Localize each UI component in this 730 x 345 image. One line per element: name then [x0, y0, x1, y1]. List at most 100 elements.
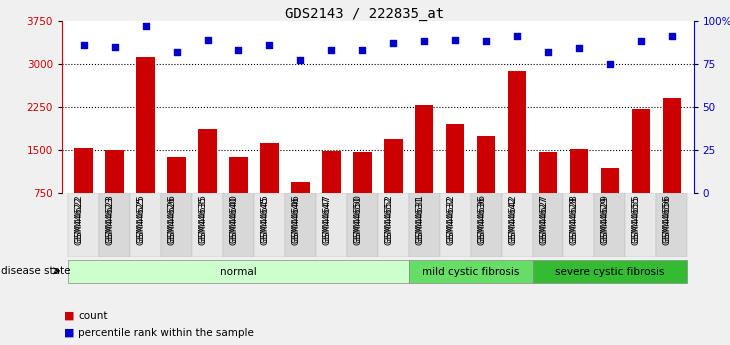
Bar [533, 193, 564, 257]
Text: severe cystic fibrosis: severe cystic fibrosis [556, 267, 665, 277]
Point [388, 40, 399, 46]
Text: GSM44623: GSM44623 [106, 196, 115, 245]
Text: GSM44652: GSM44652 [384, 196, 393, 245]
Bar [601, 168, 619, 236]
Bar [291, 182, 310, 236]
Bar [161, 193, 192, 257]
Bar [409, 193, 439, 257]
Bar [656, 193, 688, 257]
Text: GSM44655: GSM44655 [632, 196, 641, 245]
Text: count: count [78, 311, 107, 321]
Point [294, 58, 306, 63]
Point [233, 47, 245, 53]
Text: GSM44645: GSM44645 [261, 195, 269, 243]
Text: GSM44656: GSM44656 [663, 196, 672, 245]
Text: GSM44656: GSM44656 [663, 195, 672, 244]
Text: GSM44627: GSM44627 [539, 195, 548, 243]
Text: GSM44629: GSM44629 [601, 196, 610, 245]
Bar [502, 193, 533, 257]
Text: GSM44632: GSM44632 [446, 195, 456, 243]
Bar [439, 193, 471, 257]
Text: GSM44631: GSM44631 [415, 195, 424, 244]
Text: GSM44635: GSM44635 [199, 196, 207, 245]
Text: GSM44650: GSM44650 [353, 195, 362, 244]
Text: GSM44655: GSM44655 [632, 195, 641, 244]
Bar [192, 193, 223, 257]
Text: GSM44626: GSM44626 [168, 195, 177, 243]
Bar [137, 57, 155, 236]
Bar [322, 151, 341, 236]
Text: GSM44632: GSM44632 [446, 196, 456, 245]
Bar [508, 71, 526, 236]
Text: GSM44652: GSM44652 [384, 195, 393, 243]
Point [171, 49, 182, 55]
Bar [254, 193, 285, 257]
Text: GSM44646: GSM44646 [291, 196, 300, 245]
Bar [68, 193, 99, 257]
Point [418, 39, 430, 44]
Text: ■: ■ [64, 328, 74, 338]
Text: GSM44640: GSM44640 [229, 196, 239, 245]
Text: normal: normal [220, 267, 257, 277]
Point [480, 39, 492, 44]
Text: ■: ■ [64, 311, 74, 321]
Text: GSM44640: GSM44640 [229, 195, 239, 243]
Bar [68, 260, 409, 283]
Bar [260, 143, 279, 236]
Text: GSM44623: GSM44623 [106, 195, 115, 243]
Bar [631, 109, 650, 236]
Bar [199, 129, 217, 236]
Point [139, 23, 151, 29]
Text: GSM44628: GSM44628 [570, 195, 579, 243]
Bar [353, 152, 372, 236]
Text: GSM44645: GSM44645 [261, 196, 269, 245]
Bar [594, 193, 626, 257]
Text: GSM44631: GSM44631 [415, 196, 424, 245]
Bar [347, 193, 378, 257]
Point [604, 61, 616, 67]
Text: GSM44636: GSM44636 [477, 196, 486, 245]
Point [542, 49, 554, 55]
Text: GSM44636: GSM44636 [477, 195, 486, 244]
Text: GSM44625: GSM44625 [137, 195, 145, 243]
Bar [99, 193, 130, 257]
Text: GSM44629: GSM44629 [601, 195, 610, 243]
Point [573, 46, 585, 51]
Bar [471, 193, 502, 257]
Text: GSM44647: GSM44647 [323, 196, 331, 245]
Bar [663, 98, 681, 236]
Point [109, 44, 120, 49]
Text: GSM44625: GSM44625 [137, 196, 145, 245]
Bar [564, 193, 594, 257]
Bar [316, 193, 347, 257]
Text: GSM44626: GSM44626 [168, 196, 177, 245]
Text: GSM44628: GSM44628 [570, 196, 579, 245]
Text: GSM44647: GSM44647 [323, 195, 331, 243]
Point [635, 39, 647, 44]
Point [326, 47, 337, 53]
Bar [229, 157, 247, 236]
Point [511, 33, 523, 39]
Bar [105, 150, 124, 236]
Point [201, 37, 213, 42]
Bar [626, 193, 656, 257]
Bar [569, 149, 588, 236]
Text: GSM44646: GSM44646 [291, 195, 300, 243]
Text: GSM44627: GSM44627 [539, 196, 548, 245]
Text: GSM44622: GSM44622 [74, 196, 84, 245]
Point [450, 37, 461, 42]
Bar [384, 139, 402, 236]
Text: GSM44635: GSM44635 [199, 195, 207, 244]
Bar [223, 193, 254, 257]
Bar [415, 105, 434, 236]
Text: GSM44642: GSM44642 [508, 195, 517, 243]
Point [78, 42, 90, 48]
Text: GSM44642: GSM44642 [508, 196, 517, 245]
Bar [285, 193, 316, 257]
Text: mild cystic fibrosis: mild cystic fibrosis [422, 267, 519, 277]
Text: GSM44622: GSM44622 [74, 195, 84, 243]
Text: GDS2143 / 222835_at: GDS2143 / 222835_at [285, 7, 445, 21]
Text: disease state: disease state [1, 266, 71, 276]
Bar [446, 124, 464, 236]
Point [356, 47, 368, 53]
